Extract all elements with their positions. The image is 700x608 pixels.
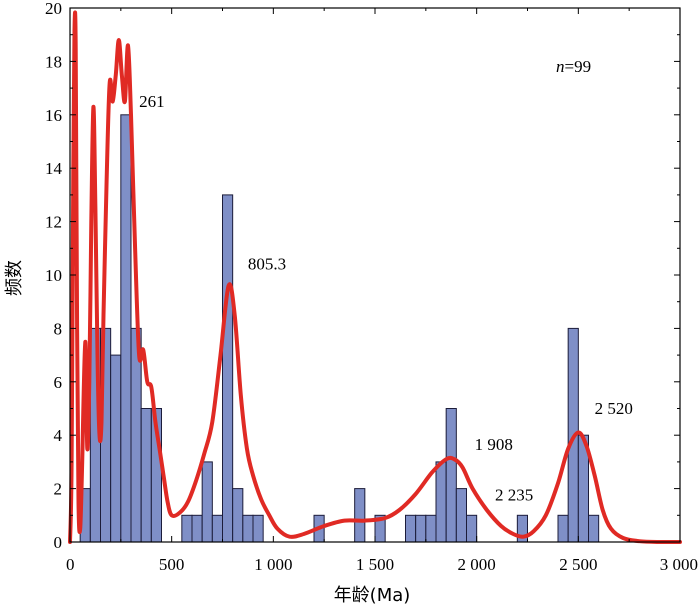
x-tick-label: 1 000 [254, 555, 292, 574]
x-tick-label: 1 500 [356, 555, 394, 574]
histogram-bar-24 [455, 488, 468, 543]
x-tick-label: 500 [159, 555, 185, 574]
histogram-bar-30 [588, 514, 600, 543]
histogram-bar-27 [557, 514, 569, 543]
histogram-bar-20 [415, 514, 427, 543]
histogram-bar-13 [232, 488, 244, 543]
y-axis: 0 2 4 6 8 10 12 14 16 18 20 [45, 0, 680, 552]
histogram-bar-22 [435, 461, 447, 543]
y-tick-label: 20 [45, 0, 62, 18]
histogram-bars [79, 114, 600, 543]
peak-label-0: 261 [139, 92, 165, 111]
histogram-bar-19 [405, 514, 417, 543]
histogram-bar-15 [252, 514, 264, 543]
y-tick-label: 18 [45, 52, 62, 71]
histogram-bar-3 [110, 354, 122, 543]
y-axis-title: 频数 [4, 260, 25, 296]
histogram-bar-23 [445, 408, 457, 543]
histogram-bar-17 [354, 488, 366, 543]
y-tick-label: 16 [45, 106, 62, 125]
peak-annotations: 261 805.3 1 908 2 235 2 520 [139, 92, 633, 505]
x-tick-label: 0 [66, 555, 75, 574]
histogram-bar-10 [201, 461, 213, 543]
histogram-bar-9 [191, 514, 203, 543]
peak-label-4: 2 520 [595, 399, 633, 418]
y-tick-label: 12 [45, 213, 62, 232]
kde-curve [68, 10, 682, 544]
x-axis: 0 500 1 000 1 500 2 000 2 500 3 000 [66, 8, 698, 574]
y-tick-label: 6 [54, 373, 63, 392]
histogram-bar-12 [222, 194, 234, 543]
y-tick-label: 10 [45, 266, 62, 285]
x-tick-label: 2 500 [559, 555, 597, 574]
histogram-bar-21 [425, 514, 437, 543]
sample-size-label: n=99 [556, 57, 591, 76]
y-tick-label: 4 [54, 426, 63, 445]
peak-label-1: 805.3 [248, 255, 286, 274]
histogram-bar-8 [181, 514, 193, 543]
histogram-bar-25 [466, 514, 478, 543]
peak-label-2: 1 908 [475, 435, 513, 454]
x-tick-label: 3 000 [660, 555, 698, 574]
y-tick-label: 0 [54, 533, 63, 552]
peak-label-3: 2 235 [495, 486, 533, 505]
x-axis-title: 年龄(Ma) [334, 585, 411, 606]
histogram-bar-11 [211, 514, 223, 543]
kde-curve-group [68, 10, 682, 544]
histogram-bar-4 [120, 114, 132, 543]
histogram-bar-14 [242, 514, 254, 543]
y-tick-label: 8 [54, 319, 63, 338]
histogram-bar-6 [140, 408, 152, 543]
y-tick-label: 14 [45, 159, 63, 178]
x-tick-label: 2 000 [458, 555, 496, 574]
y-tick-label: 2 [54, 480, 63, 499]
